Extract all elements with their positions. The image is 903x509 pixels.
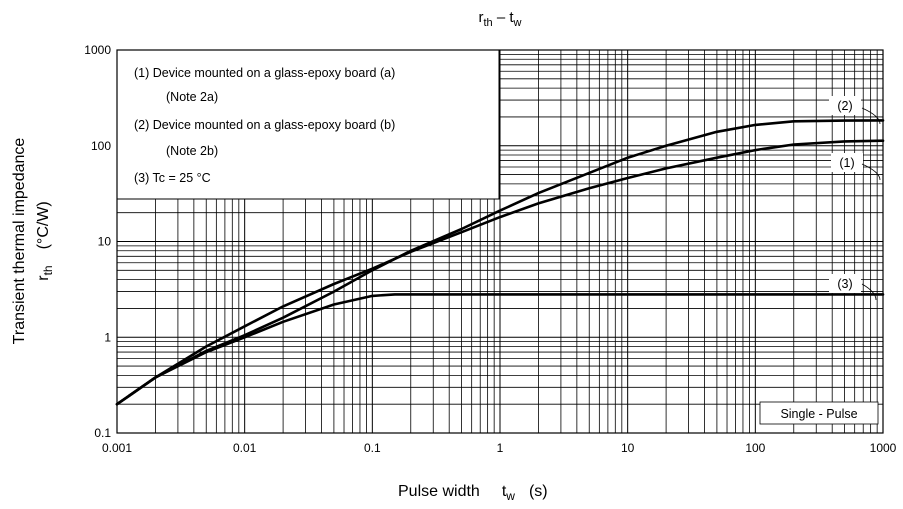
- series-label: (2): [837, 99, 852, 113]
- x-tick-label: 10: [621, 441, 635, 455]
- tick-labels: 0.001 0.01 0.1 1 10 100 1000 0.1 1 10 100 1000: [84, 43, 896, 455]
- series-label-bg: [831, 153, 863, 172]
- x-tick-label: 1000: [870, 441, 897, 455]
- x-tick-label: 0.01: [233, 441, 257, 455]
- x-tick-label: 1: [497, 441, 504, 455]
- legend-box: [116, 49, 500, 200]
- series-label: (1): [839, 156, 854, 170]
- single-pulse-box: [759, 401, 879, 425]
- series-line-1: [115, 139, 885, 406]
- single-pulse-annotation: Single - Pulse: [780, 407, 857, 421]
- y-tick-label: 1000: [84, 43, 111, 57]
- series-label-bg: [829, 274, 861, 293]
- legend-line: (1) Device mounted on a glass-epoxy boar…: [134, 66, 395, 80]
- y-tick-label: 0.1: [94, 426, 111, 440]
- series-line-3: [115, 293, 885, 406]
- series-label-leader: [861, 283, 877, 301]
- x-tick-label: 100: [745, 441, 765, 455]
- series-label-bg: [829, 96, 861, 115]
- series-line-2: [115, 119, 885, 406]
- curves: [115, 119, 885, 406]
- y-axis-label: Transient thermal impedance: [11, 138, 28, 345]
- series-labels: (1) (2) (3): [759, 96, 881, 425]
- x-tick-label: 0.1: [364, 441, 381, 455]
- legend-line: (2) Device mounted on a glass-epoxy boar…: [134, 118, 395, 132]
- y-tick-label: 100: [91, 139, 111, 153]
- x-axis-label: Pulse width tw (s): [398, 483, 548, 503]
- series-label-leader: [861, 163, 881, 181]
- y-tick-label: 10: [98, 235, 112, 249]
- y-axis-label-symbol: rth(°C/W): [35, 201, 55, 281]
- series-label: (3): [837, 277, 852, 291]
- y-tick-label: 1: [104, 330, 111, 344]
- chart-title: rth – tw: [479, 9, 522, 29]
- legend-line: (Note 2b): [166, 144, 218, 158]
- x-tick-label: 0.001: [102, 441, 132, 455]
- legend: (1) Device mounted on a glass-epoxy boar…: [134, 66, 395, 185]
- plot-frame: [116, 49, 884, 434]
- legend-line: (Note 2a): [166, 90, 218, 104]
- series-label-leader: [861, 107, 881, 125]
- legend-line: (3) Tc = 25 °C: [134, 171, 211, 185]
